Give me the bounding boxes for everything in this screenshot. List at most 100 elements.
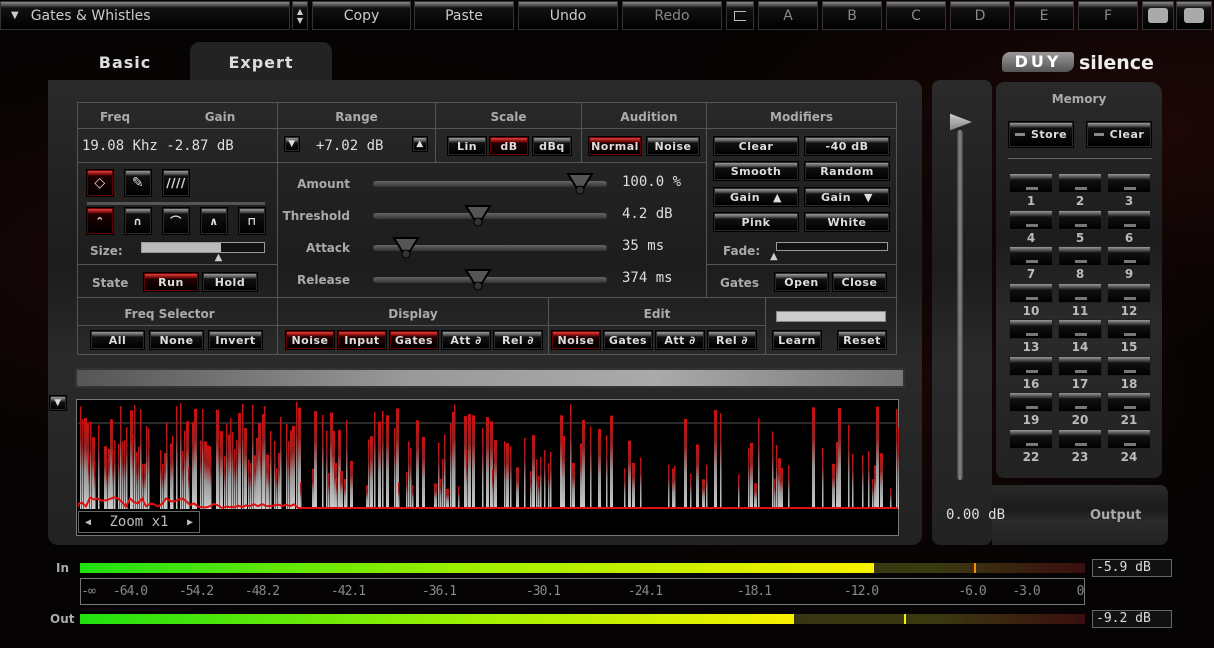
shape-round-button[interactable]: ∩ xyxy=(125,208,151,234)
undo-button[interactable]: Undo xyxy=(518,1,618,30)
zoom-out-arrow-icon[interactable]: ◀ xyxy=(85,516,92,528)
preset-slot-e[interactable]: E xyxy=(1014,1,1074,30)
display-1-toggle[interactable]: Input xyxy=(338,331,386,349)
memory-slot-16[interactable] xyxy=(1009,355,1053,376)
memory-slot-20[interactable] xyxy=(1058,392,1102,412)
memory-store-button[interactable]: Store xyxy=(1009,122,1073,147)
edit-1-toggle[interactable]: Gates xyxy=(604,331,652,349)
memory-slot-11[interactable] xyxy=(1058,282,1102,303)
memory-slot-9[interactable] xyxy=(1107,246,1151,266)
memory-slot-3[interactable] xyxy=(1107,173,1151,193)
pencil-tool-button[interactable]: ✎ xyxy=(125,170,151,196)
gates-close-button[interactable]: Close xyxy=(833,273,886,291)
threshold-slider[interactable] xyxy=(373,213,607,219)
memory-slot-18[interactable] xyxy=(1107,355,1151,376)
scale-lin-button[interactable]: Lin xyxy=(448,137,486,155)
memory-slot-23[interactable] xyxy=(1058,428,1102,449)
modifier-minus40db-button[interactable]: -40 dB xyxy=(805,137,889,155)
shape-peak-button[interactable]: ⌃ xyxy=(87,208,113,234)
preset-slot-a[interactable]: A xyxy=(758,1,818,30)
state-run-button[interactable]: Run xyxy=(144,273,198,291)
memory-clear-button[interactable]: Clear xyxy=(1087,122,1151,147)
zoom-control[interactable]: ◀ Zoom x1 ▶ xyxy=(78,511,200,533)
shape-bell-button[interactable]: ⌒ xyxy=(163,208,189,234)
learn-button[interactable]: Learn xyxy=(773,331,821,349)
preset-slot-f[interactable]: F xyxy=(1078,1,1138,30)
range-down-button[interactable]: ▼ xyxy=(285,137,299,151)
spectrum-graph[interactable] xyxy=(78,401,899,511)
state-hold-button[interactable]: Hold xyxy=(203,273,257,291)
memory-slot-2[interactable] xyxy=(1058,173,1102,193)
memory-slot-13[interactable] xyxy=(1009,319,1053,339)
memory-slot-22[interactable] xyxy=(1009,428,1053,449)
multi-pencil-tool-button[interactable]: //// xyxy=(163,170,189,196)
amount-slider[interactable] xyxy=(373,181,607,187)
preset-slot-d[interactable]: D xyxy=(950,1,1010,30)
release-slider[interactable] xyxy=(373,277,607,283)
freq-select-invert-button[interactable]: Invert xyxy=(209,331,262,349)
display-menu-button[interactable]: ▼ xyxy=(50,396,66,410)
edit-3-toggle[interactable]: Rel ∂ xyxy=(708,331,756,349)
shape-square-button[interactable]: ⊓ xyxy=(239,208,265,234)
edit-2-toggle[interactable]: Att ∂ xyxy=(656,331,704,349)
preset-spinner[interactable]: ▲ ▼ xyxy=(292,1,308,30)
shape-triangle-button[interactable]: ∧ xyxy=(201,208,227,234)
modifier-smooth-button[interactable]: Smooth xyxy=(714,162,798,180)
spectrum-display[interactable]: ◀ Zoom x1 ▶ xyxy=(76,399,899,536)
help-button[interactable] xyxy=(1142,1,1174,30)
node-tool-button[interactable]: ◇ xyxy=(87,170,113,196)
size-slider[interactable] xyxy=(141,242,265,253)
memory-slot-14[interactable] xyxy=(1058,319,1102,339)
audio-feedback-button[interactable] xyxy=(1176,1,1212,30)
amount-slider-thumb[interactable] xyxy=(566,171,594,195)
modifier-gain-down-button[interactable]: Gain ▼ xyxy=(805,188,889,206)
edit-0-toggle[interactable]: Noise xyxy=(552,331,600,349)
gates-open-button[interactable]: Open xyxy=(775,273,828,291)
threshold-slider-thumb[interactable] xyxy=(463,203,492,227)
modifier-white-button[interactable]: White xyxy=(805,213,889,231)
reset-button[interactable]: Reset xyxy=(838,331,886,349)
preset-slot-b[interactable]: B xyxy=(822,1,882,30)
audition-noise-button[interactable]: Noise xyxy=(647,137,699,155)
modifier-gain-up-button[interactable]: Gain ▲ xyxy=(714,188,798,206)
freq-select-none-button[interactable]: None xyxy=(150,331,203,349)
paste-button[interactable]: Paste xyxy=(414,1,514,30)
audition-normal-button[interactable]: Normal xyxy=(589,137,641,155)
memory-slot-24[interactable] xyxy=(1107,428,1151,449)
zoom-in-arrow-icon[interactable]: ▶ xyxy=(186,516,193,528)
fade-slider-thumb[interactable]: ▲ xyxy=(770,251,778,262)
memory-slot-17[interactable] xyxy=(1058,355,1102,376)
scale-dbq-button[interactable]: dBq xyxy=(533,137,571,155)
copy-to-slot-button[interactable] xyxy=(726,1,754,30)
modifier-clear-button[interactable]: Clear xyxy=(714,137,798,155)
memory-slot-5[interactable] xyxy=(1058,209,1102,230)
tab-expert[interactable]: Expert xyxy=(190,42,332,82)
memory-slot-8[interactable] xyxy=(1058,246,1102,266)
display-3-toggle[interactable]: Att ∂ xyxy=(442,331,490,349)
preset-dropdown[interactable]: ▼ Gates & Whistles xyxy=(0,1,290,30)
size-slider-thumb[interactable]: ▲ xyxy=(214,252,223,263)
scale-db-button[interactable]: dB xyxy=(490,137,528,155)
memory-slot-21[interactable] xyxy=(1107,392,1151,412)
display-2-toggle[interactable]: Gates xyxy=(390,331,438,349)
display-0-toggle[interactable]: Noise xyxy=(286,331,334,349)
output-fader-track[interactable] xyxy=(957,130,963,480)
tab-basic[interactable]: Basic xyxy=(98,52,152,72)
modifier-pink-button[interactable]: Pink xyxy=(714,213,798,231)
memory-slot-19[interactable] xyxy=(1009,392,1053,412)
frequency-range-scrollbar[interactable] xyxy=(75,368,905,388)
memory-slot-7[interactable] xyxy=(1009,246,1053,266)
modifier-random-button[interactable]: Random xyxy=(805,162,889,180)
memory-slot-12[interactable] xyxy=(1107,282,1151,303)
preset-slot-c[interactable]: C xyxy=(886,1,946,30)
display-4-toggle[interactable]: Rel ∂ xyxy=(494,331,542,349)
memory-slot-10[interactable] xyxy=(1009,282,1053,303)
range-up-button[interactable]: ▲ xyxy=(413,137,427,151)
memory-slot-4[interactable] xyxy=(1009,209,1053,230)
copy-button[interactable]: Copy xyxy=(312,1,411,30)
memory-slot-1[interactable] xyxy=(1009,173,1053,193)
fade-slider[interactable] xyxy=(776,242,888,251)
attack-slider[interactable] xyxy=(373,245,607,251)
redo-button[interactable]: Redo xyxy=(622,1,722,30)
memory-slot-15[interactable] xyxy=(1107,319,1151,339)
